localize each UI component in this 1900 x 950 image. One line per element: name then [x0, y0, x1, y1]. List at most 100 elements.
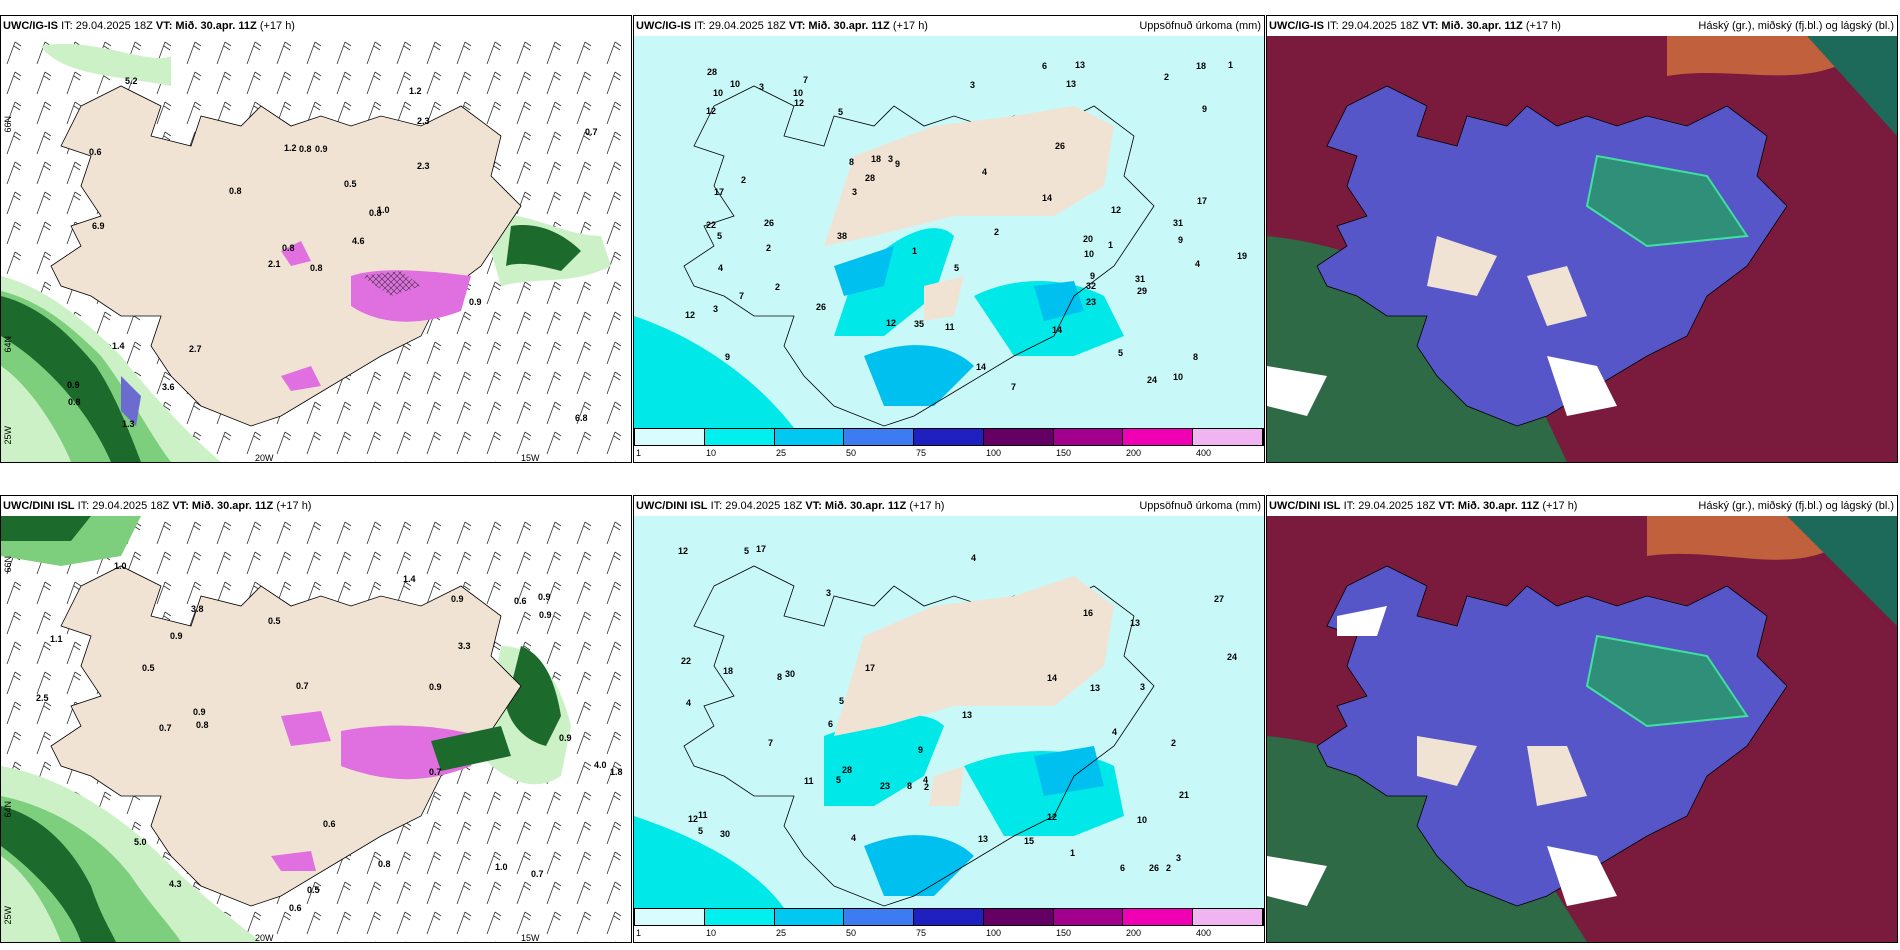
precip-value-label: 28: [707, 67, 717, 77]
precip-value-label: 0.5: [307, 885, 320, 895]
panel-igis-precip: UWC/IG-IS IT: 29.04.2025 18Z VT: Mið. 30…: [633, 15, 1265, 463]
colorbar-tick: 50: [846, 448, 857, 458]
precip-value-label: 2: [766, 243, 771, 253]
precip-value-label: 26: [1149, 863, 1159, 873]
precip-value-label: 35: [914, 319, 924, 329]
map-clouds: [1267, 36, 1897, 462]
precip-value-label: 10: [793, 88, 803, 98]
precip-value-label: 0.8: [299, 144, 312, 154]
precip-value-label: 29: [1137, 286, 1147, 296]
precip-value-label: 10: [730, 79, 740, 89]
precip-value-label: 0.7: [531, 869, 544, 879]
precip-value-label: 5: [836, 775, 841, 785]
precip-value-label: 3: [759, 82, 764, 92]
colorbar-tick: 75: [916, 928, 927, 938]
precip-value-label: 0.6: [89, 147, 102, 157]
precip-value-label: 1: [912, 246, 917, 256]
precip-value-label: 12: [1111, 205, 1121, 215]
colorbar-cell: [844, 909, 915, 925]
precip-value-label: 1.0: [377, 205, 390, 215]
colorbar-tick: 200: [1126, 928, 1142, 938]
precip-value-label: 7: [739, 291, 744, 301]
colorbar-cell: [1123, 909, 1194, 925]
precip-value-label: 32: [1086, 281, 1096, 291]
precip-value-label: 4: [851, 833, 856, 843]
colorbar-cell: [1053, 429, 1124, 445]
colorbar-cell: [1193, 429, 1264, 445]
precip-value-label: 6.9: [92, 221, 105, 231]
colorbar-tick: 1: [636, 448, 642, 458]
precip-value-label: 24: [1147, 375, 1157, 385]
colorbar-tick: 200: [1126, 448, 1142, 458]
precip-value-label: 4: [1112, 727, 1117, 737]
precip-value-label: 0.6: [323, 819, 336, 829]
precip-value-label: 0.9: [315, 144, 328, 154]
precip-value-label: 0.8: [282, 243, 295, 253]
colorbar-tick: 50: [846, 928, 857, 938]
precip-value-label: 12: [706, 106, 716, 116]
precip-value-label: 3: [852, 187, 857, 197]
precip-value-label: 18: [871, 154, 881, 164]
precip-value-label: 4.6: [352, 236, 365, 246]
colorbar-tick: 150: [1056, 928, 1072, 938]
precip-value-label: 2.5: [36, 693, 49, 703]
precip-value-label: 0.8: [68, 397, 81, 407]
precip-value-label: 2.3: [417, 161, 430, 171]
panel-igis-clouds: UWC/IG-IS IT: 29.04.2025 18Z VT: Mið. 30…: [1266, 15, 1898, 463]
lon-label-25: 25W: [3, 426, 13, 445]
precip-value-label: 0.8: [229, 186, 242, 196]
precip-value-label: 0.7: [585, 127, 598, 137]
precip-value-label: 12: [685, 310, 695, 320]
precip-value-label: 3: [713, 304, 718, 314]
precip-value-label: 3: [826, 588, 831, 598]
colorbar: 1 10 25 50 75 100 150 200 400: [634, 908, 1264, 942]
colorbar-cell: [635, 909, 705, 925]
precip-value-label: 0.9: [538, 592, 551, 602]
panel-title: UWC/IG-IS IT: 29.04.2025 18Z VT: Mið. 30…: [1267, 16, 1897, 36]
precip-value-label: 0.9: [67, 380, 80, 390]
precip-value-label: 3.3: [458, 641, 471, 651]
precip-value-label: 7: [803, 75, 808, 85]
colorbar-cell: [983, 429, 1054, 445]
precip-value-label: 4.0: [594, 760, 607, 770]
precip-value-label: 1.2: [284, 143, 297, 153]
precip-value-label: 19: [1237, 251, 1247, 261]
precip-value-label: 5: [1118, 348, 1123, 358]
field-label: Uppsöfnuð úrkoma (mm): [1139, 20, 1261, 32]
panel-title: UWC/IG-IS IT: 29.04.2025 18Z VT: Mið. 30…: [1, 16, 631, 36]
colorbar-cell: [914, 429, 984, 445]
precip-value-label: 0.8: [369, 208, 382, 218]
precip-value-label: 1.4: [112, 341, 125, 351]
colorbar-tick: 25: [776, 448, 787, 458]
precip-value-label: 9: [1090, 271, 1095, 281]
precip-value-label: 12: [688, 814, 698, 824]
lon-label-20: 20W: [255, 933, 274, 943]
field-label: Háský (gr.), miðský (fj.bl.) og lágský (…: [1698, 500, 1894, 512]
precip-value-label: 5: [838, 107, 843, 117]
precip-value-label: 12: [886, 318, 896, 328]
precip-value-label: 9: [1178, 235, 1183, 245]
precip-value-label: 0.9: [451, 594, 464, 604]
colorbar-tick: 10: [706, 448, 717, 458]
precip-value-label: 4: [686, 698, 691, 708]
lat-label-66: 66N: [3, 116, 13, 133]
lon-label-20: 20W: [255, 453, 274, 463]
precip-value-label: 5: [698, 826, 703, 836]
colorbar-tick: 400: [1196, 928, 1212, 938]
precip-value-label: 13: [1090, 683, 1100, 693]
precip-value-label: 1: [1108, 240, 1113, 250]
precip-value-label: 5: [717, 231, 722, 241]
precip-value-label: 4: [982, 167, 987, 177]
lon-label-25: 25W: [3, 906, 13, 925]
precip-value-label: 15: [1024, 836, 1034, 846]
precip-value-label: 1.2: [409, 86, 422, 96]
precip-value-label: 1.8: [610, 767, 623, 777]
precip-value-label: 3: [1140, 682, 1145, 692]
precip-value-label: 4: [971, 553, 976, 563]
colorbar-cell: [914, 909, 984, 925]
colorbar-cell: [1053, 909, 1124, 925]
precip-value-label: 26: [816, 302, 826, 312]
precip-value-label: 2: [1166, 863, 1171, 873]
precip-value-label: 11: [804, 776, 814, 786]
